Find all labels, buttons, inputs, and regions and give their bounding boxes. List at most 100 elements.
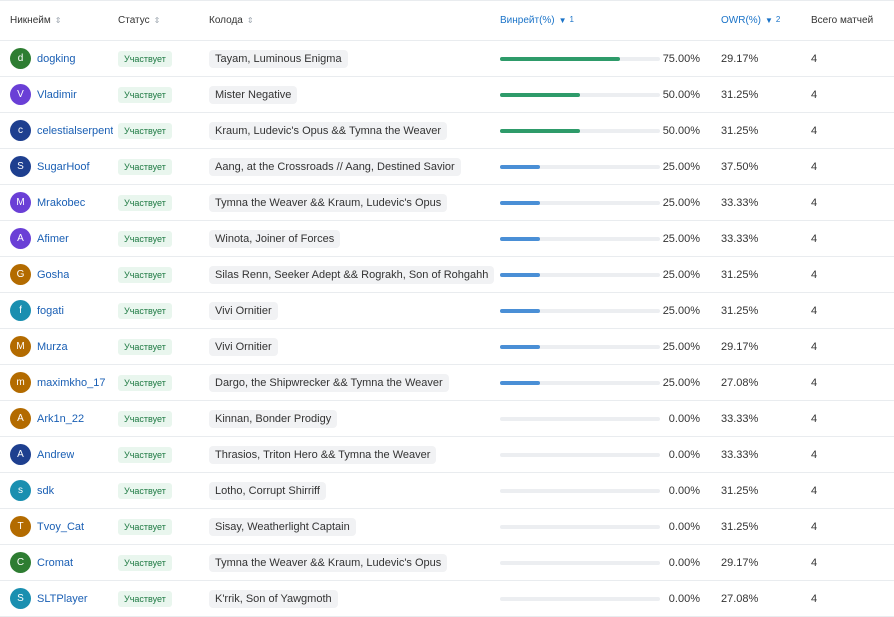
column-header-nick[interactable]: Никнейм ⇕ [0, 0, 118, 41]
owr-value: 31.25% [721, 484, 759, 497]
owr-value: 31.25% [721, 304, 759, 317]
player-nick-link[interactable]: Tvoy_Cat [37, 520, 85, 533]
owr-value: 31.25% [721, 88, 759, 101]
player-nick-link[interactable]: dogking [37, 52, 76, 65]
winrate-value: 0.00% [668, 556, 700, 569]
winrate-bar-fill [500, 380, 540, 385]
table-row: c celestialserpent Участвует Kraum, Lude… [0, 112, 894, 149]
matches-cell: 4 [811, 364, 894, 401]
nick-cell: M Murza [0, 328, 118, 365]
owr-cell: 33.33% [721, 184, 811, 221]
owr-value: 33.33% [721, 412, 759, 425]
winrate-cell: 0.00% [500, 508, 721, 545]
owr-cell: 27.08% [721, 364, 811, 401]
deck-cell: Tymna the Weaver && Kraum, Ludevic's Opu… [200, 544, 500, 581]
column-header-deck[interactable]: Колода ⇕ [200, 0, 500, 41]
owr-value: 37.50% [721, 160, 759, 173]
player-nick-link[interactable]: Murza [37, 340, 68, 353]
deck-name: Vivi Ornitier [209, 337, 278, 356]
status-cell: Участвует [118, 508, 200, 545]
player-nick-link[interactable]: Mrakobec [37, 196, 86, 209]
avatar: G [10, 264, 31, 285]
nick-cell: T Tvoy_Cat [0, 508, 118, 545]
winrate-cell: 0.00% [500, 400, 721, 437]
column-header-matches[interactable]: Всего матчей [811, 0, 894, 41]
player-nick-link[interactable]: Andrew [37, 448, 75, 461]
player-nick-link[interactable]: Cromat [37, 556, 74, 569]
avatar: M [10, 192, 31, 213]
deck-cell: Silas Renn, Seeker Adept && Rograkh, Son… [200, 256, 500, 293]
nick-cell: S SugarHoof [0, 148, 118, 185]
column-header-winrate[interactable]: Винрейт(%) ▼ 1 [500, 0, 721, 41]
avatar: A [10, 228, 31, 249]
player-nick-link[interactable]: Vladimir [37, 88, 77, 101]
winrate-cell: 50.00% [500, 76, 721, 113]
nick-cell: M Mrakobec [0, 184, 118, 221]
matches-cell: 4 [811, 184, 894, 221]
deck-name: Mister Negative [209, 85, 298, 104]
table-row: d dogking Участвует Tayam, Luminous Enig… [0, 40, 894, 77]
matches-value: 4 [811, 520, 818, 533]
player-nick-link[interactable]: maximkho_17 [37, 376, 106, 389]
table-row: A Afimer Участвует Winota, Joiner of For… [0, 220, 894, 257]
player-nick-link[interactable]: fogati [37, 304, 64, 317]
owr-value: 29.17% [721, 556, 759, 569]
avatar: d [10, 48, 31, 69]
winrate-value: 0.00% [668, 484, 700, 497]
winrate-bar [500, 488, 660, 493]
status-badge: Участвует [118, 554, 172, 571]
status-badge: Участвует [118, 194, 172, 211]
deck-cell: Aang, at the Crossroads // Aang, Destine… [200, 148, 500, 185]
owr-cell: 31.25% [721, 472, 811, 509]
winrate-bar-fill [500, 200, 540, 205]
winrate-value: 25.00% [662, 196, 700, 209]
table-row: m maximkho_17 Участвует Dargo, the Shipw… [0, 364, 894, 401]
avatar: M [10, 336, 31, 357]
deck-name: K'rrik, Son of Yawgmoth [209, 589, 338, 608]
player-nick-link[interactable]: SLTPlayer [37, 592, 88, 605]
winrate-bar [500, 344, 660, 349]
winrate-cell: 25.00% [500, 364, 721, 401]
table-row: A Ark1n_22 Участвует Kinnan, Bonder Prod… [0, 400, 894, 437]
status-cell: Участвует [118, 256, 200, 293]
deck-name: Vivi Ornitier [209, 301, 278, 320]
winrate-cell: 0.00% [500, 580, 721, 617]
matches-cell: 4 [811, 472, 894, 509]
player-nick-link[interactable]: SugarHoof [37, 160, 90, 173]
matches-value: 4 [811, 124, 818, 137]
deck-name: Kraum, Ludevic's Opus && Tymna the Weave… [209, 121, 448, 140]
deck-name: Tymna the Weaver && Kraum, Ludevic's Opu… [209, 193, 448, 212]
status-cell: Участвует [118, 292, 200, 329]
status-cell: Участвует [118, 148, 200, 185]
player-nick-link[interactable]: Afimer [37, 232, 69, 245]
winrate-bar [500, 164, 660, 169]
winrate-value: 0.00% [668, 520, 700, 533]
sort-icon: ⇕ [246, 16, 254, 25]
nick-cell: A Ark1n_22 [0, 400, 118, 437]
matches-cell: 4 [811, 256, 894, 293]
avatar: m [10, 372, 31, 393]
deck-name: Silas Renn, Seeker Adept && Rograkh, Son… [209, 265, 495, 284]
owr-cell: 31.25% [721, 76, 811, 113]
table-row: M Murza Участвует Vivi Ornitier 25.00% 2… [0, 328, 894, 365]
owr-value: 31.25% [721, 124, 759, 137]
player-nick-link[interactable]: sdk [37, 484, 55, 497]
column-header-owr[interactable]: OWR(%) ▼ 2 [721, 0, 811, 41]
avatar: T [10, 516, 31, 537]
deck-name: Thrasios, Triton Hero && Tymna the Weave… [209, 445, 437, 464]
owr-cell: 29.17% [721, 328, 811, 365]
owr-value: 29.17% [721, 52, 759, 65]
owr-cell: 31.25% [721, 112, 811, 149]
player-nick-link[interactable]: celestialserpent [37, 124, 114, 137]
owr-cell: 27.08% [721, 580, 811, 617]
matches-value: 4 [811, 448, 818, 461]
player-nick-link[interactable]: Gosha [37, 268, 70, 281]
player-nick-link[interactable]: Ark1n_22 [37, 412, 85, 425]
matches-cell: 4 [811, 292, 894, 329]
owr-cell: 29.17% [721, 544, 811, 581]
nick-cell: s sdk [0, 472, 118, 509]
owr-value: 31.25% [721, 520, 759, 533]
column-header-status[interactable]: Статус ⇕ [118, 0, 200, 41]
status-cell: Участвует [118, 580, 200, 617]
deck-cell: Vivi Ornitier [200, 328, 500, 365]
